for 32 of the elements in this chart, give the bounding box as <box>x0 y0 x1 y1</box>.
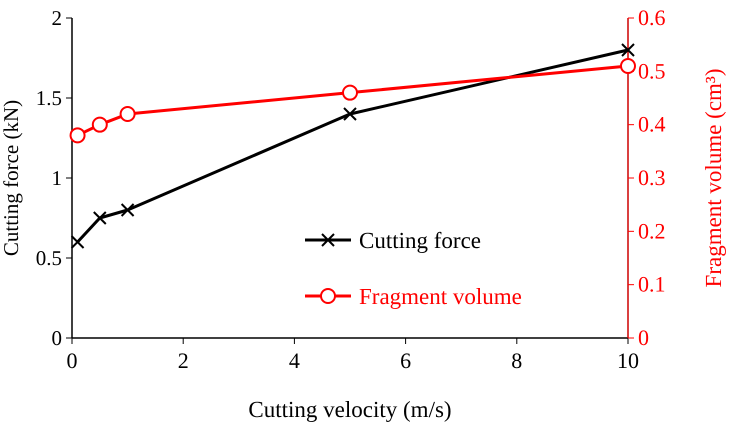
x-tick-label: 4 <box>288 348 300 373</box>
x-tick-label: 8 <box>511 348 522 373</box>
y2-tick-label: 0.2 <box>638 218 666 244</box>
y-tick-label: 2 <box>52 6 62 30</box>
x-tick-label: 2 <box>178 348 189 373</box>
y2-tick-label: 0.1 <box>638 272 666 297</box>
legend-label: Cutting force <box>359 228 481 253</box>
y-tick-label: 0 <box>52 326 62 350</box>
x-tick-label: 6 <box>400 348 412 373</box>
point <box>120 106 136 122</box>
point <box>342 84 358 101</box>
x-tick-label: 10 <box>617 348 639 373</box>
y-tick-label: 1.5 <box>36 86 62 110</box>
y2-tick-label: 0.3 <box>638 165 666 190</box>
y2-tick-label: 0.5 <box>638 58 666 84</box>
y-axis-title: Cutting force (kN) <box>0 100 23 256</box>
point <box>120 203 135 217</box>
point <box>70 235 85 249</box>
point <box>621 43 635 57</box>
legend-label: Fragment volume <box>359 284 522 309</box>
point <box>343 107 357 121</box>
y2-tick-label: 0 <box>638 325 649 350</box>
point <box>92 116 108 133</box>
y-tick-label: 1 <box>52 166 62 190</box>
point <box>620 58 636 74</box>
y2-axis-title: Fragment volume (cm³) <box>701 68 726 288</box>
y-tick-label: 0.5 <box>36 246 62 270</box>
y2-tick-label: 0.4 <box>638 112 666 137</box>
point <box>92 211 107 225</box>
point <box>70 127 86 144</box>
y2-tick-label: 0.6 <box>638 5 666 30</box>
x-axis-title: Cutting velocity (m/s) <box>248 397 452 422</box>
